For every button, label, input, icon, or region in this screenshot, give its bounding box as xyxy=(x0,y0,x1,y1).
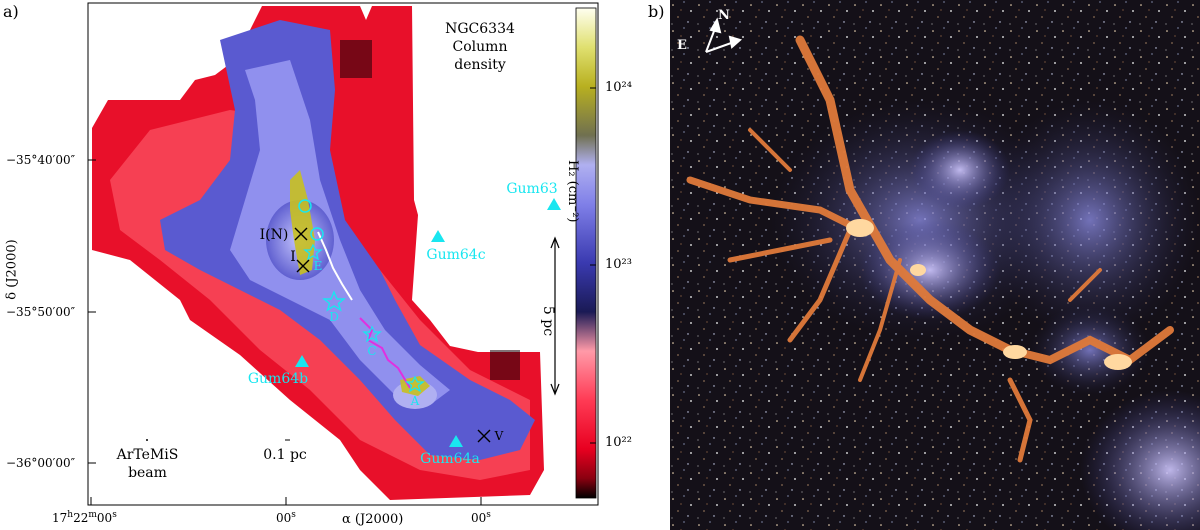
source-C-star xyxy=(362,325,382,343)
source-I-N-marker xyxy=(294,227,308,241)
hii-label-gum64a: Gum64a xyxy=(420,451,480,467)
x-tick-3-sec: 00 xyxy=(471,511,487,525)
beam-label: ArTeMiS beam xyxy=(105,446,190,482)
source-label-C: C xyxy=(367,344,377,358)
colorbar xyxy=(575,7,597,499)
source-I-marker xyxy=(296,259,310,273)
source-label-E: E xyxy=(313,259,323,273)
panel-a-label: a) xyxy=(3,2,19,21)
x-axis-title: α (J2000) xyxy=(342,512,404,527)
x-tick-1-h: h xyxy=(67,510,74,520)
source-label-I-N: I(N) xyxy=(259,227,289,243)
source-label-A: A xyxy=(410,394,420,408)
source-label-V: V xyxy=(494,429,504,443)
beam-label-line-2: beam xyxy=(128,465,167,481)
white-ridge xyxy=(317,231,353,301)
source-label-D: D xyxy=(329,310,339,324)
y-tick-3: −36°00′00″ xyxy=(6,456,76,470)
x-tick-1-min: 22 xyxy=(73,511,89,525)
beam-label-line-1: ArTeMiS xyxy=(116,447,179,463)
compass-n-label: N xyxy=(718,8,730,23)
hii-gum64a-marker xyxy=(449,435,463,447)
hii-gum64b-marker xyxy=(295,355,309,367)
column-density-map xyxy=(87,2,599,506)
cloud-emission xyxy=(160,20,535,460)
x-tick-1-m: m xyxy=(88,510,97,520)
hii-label-gum64b: Gum64b xyxy=(247,371,309,387)
source-V-marker xyxy=(477,429,491,443)
compass-e-label: E xyxy=(677,38,687,53)
hii-gum64c-marker xyxy=(431,230,445,242)
hii-label-gum63: Gum63 xyxy=(506,181,558,197)
x-tick-1-sec: 00 xyxy=(96,511,113,525)
panel-b-label: b) xyxy=(648,2,665,21)
y-tick-1: −35°40′00″ xyxy=(6,153,76,167)
source-label-I: I xyxy=(290,249,296,265)
y-axis-title: δ (J2000) xyxy=(4,239,20,300)
x-tick-3-s: s xyxy=(486,510,491,520)
source-D-star xyxy=(322,290,346,312)
compass xyxy=(705,17,743,53)
x-tick-2: 00s xyxy=(276,510,296,525)
colorbar-tick-2: 10²³ xyxy=(605,257,632,272)
x-tick-1-s: s xyxy=(112,510,117,520)
x-tick-1: 17h22m00s xyxy=(52,510,117,525)
beam-marker xyxy=(146,439,148,441)
small-scale-label: 0.1 pc xyxy=(263,447,307,463)
map-title-line-3: density xyxy=(454,57,506,73)
source-E-star xyxy=(303,243,323,261)
x-tick-1-hours: 17 xyxy=(52,511,68,525)
x-tick-2-s: s xyxy=(291,510,296,520)
map-title-line-1: NGC6334 xyxy=(445,21,515,37)
map-title: NGC6334 Column density xyxy=(435,20,525,74)
source-A-star xyxy=(405,375,425,393)
x-tick-3: 00s xyxy=(471,510,491,525)
optical-image xyxy=(670,0,1200,530)
hii-label-gum64c: Gum64c xyxy=(426,247,486,263)
map-title-line-2: Column xyxy=(452,39,508,55)
x-tick-2-sec: 00 xyxy=(276,511,292,525)
magenta-filament xyxy=(359,317,411,389)
source-circle-lower xyxy=(310,227,324,241)
source-circle-upper xyxy=(298,199,312,213)
scale-arrow xyxy=(550,236,560,396)
dust-filaments xyxy=(686,35,1174,463)
colorbar-tick-1: 10²⁴ xyxy=(605,80,632,95)
hii-gum63-marker xyxy=(547,198,561,210)
y-tick-2: −35°50′00″ xyxy=(6,305,76,319)
colorbar-tick-3: 10²² xyxy=(605,435,632,450)
colorbar-title: H₂ (cm⁻²) xyxy=(565,160,580,223)
scale-bar-label: 5 pc xyxy=(540,305,556,337)
